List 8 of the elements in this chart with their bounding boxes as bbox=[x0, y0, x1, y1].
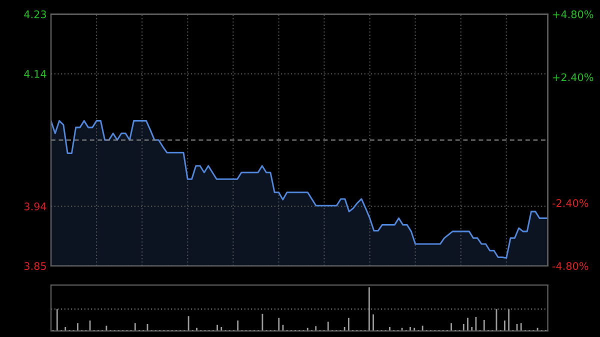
y2-tick-label: -4.80% bbox=[552, 262, 588, 270]
y2-tick-label: +2.40% bbox=[553, 73, 594, 82]
y-tick-label: 3.94 bbox=[24, 202, 46, 210]
y2-tick-label: -2.40% bbox=[552, 199, 588, 208]
y-tick-label: 4.14 bbox=[24, 70, 46, 78]
y2-tick-label: +4.80% bbox=[553, 10, 594, 18]
y-tick-label: 3.85 bbox=[24, 262, 46, 270]
y-tick-label: 4.23 bbox=[24, 10, 46, 18]
